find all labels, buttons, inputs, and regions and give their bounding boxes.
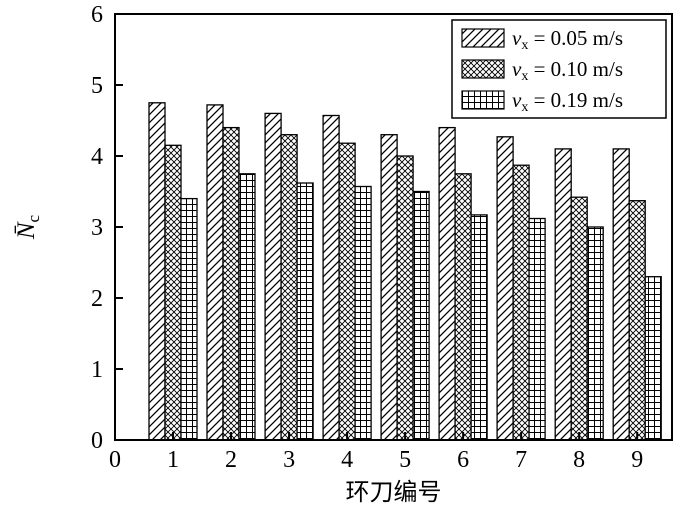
bar <box>206 104 224 441</box>
bar <box>412 190 430 441</box>
legend-label: vx = 0.05 m/s <box>512 26 623 53</box>
bar <box>148 102 166 441</box>
bar <box>586 226 604 441</box>
bars-group <box>148 102 662 441</box>
bar <box>496 136 514 441</box>
bar <box>164 144 182 441</box>
x-tick-label: 9 <box>631 447 643 473</box>
x-tick-label: 2 <box>225 447 237 473</box>
y-axis-label: N̄c <box>13 214 43 240</box>
legend-label: vx = 0.10 m/s <box>512 57 623 84</box>
y-tick-label: 1 <box>91 357 103 383</box>
bar <box>570 196 588 441</box>
bar <box>280 134 298 441</box>
legend-swatch <box>461 90 505 110</box>
bar <box>628 200 646 441</box>
bar <box>512 164 530 441</box>
y-tick-label: 0 <box>91 428 103 454</box>
bar <box>554 148 572 441</box>
legend-swatch <box>461 28 505 48</box>
bar <box>264 112 282 441</box>
bar <box>396 155 414 441</box>
bar <box>380 134 398 441</box>
bar <box>338 142 356 441</box>
x-tick-label: 8 <box>573 447 585 473</box>
bar <box>612 148 630 441</box>
legend: vx = 0.05 m/s vx = 0.10 m/s vx = 0.19 m/s <box>451 19 667 119</box>
y-tick-label: 4 <box>91 144 103 170</box>
bar <box>454 173 472 441</box>
bar <box>470 214 488 441</box>
bar <box>222 126 240 441</box>
y-tick-label: 3 <box>91 215 103 241</box>
x-tick-label: 3 <box>283 447 295 473</box>
bar <box>644 276 662 441</box>
bar <box>180 197 198 441</box>
legend-swatch <box>461 59 505 79</box>
axis-ticks: 0 1 2 3 4 5 6 7 8 9 0 1 2 3 4 5 6 <box>91 2 643 473</box>
y-tick-label: 2 <box>91 286 103 312</box>
x-axis-label: 环刀编号 <box>346 479 442 506</box>
x-tick-label: 0 <box>109 447 121 473</box>
x-tick-label: 7 <box>515 447 527 473</box>
x-tick-label: 4 <box>341 447 353 473</box>
y-tick-label: 5 <box>91 73 103 99</box>
bar <box>354 185 372 441</box>
bar <box>528 217 546 441</box>
x-tick-label: 5 <box>399 447 411 473</box>
bar <box>296 182 314 441</box>
bar <box>238 173 256 441</box>
bar <box>322 114 340 441</box>
x-tick-label: 1 <box>167 447 179 473</box>
x-tick-label: 6 <box>457 447 469 473</box>
legend-label: vx = 0.19 m/s <box>512 88 623 115</box>
y-tick-label: 6 <box>91 2 103 28</box>
bar <box>438 126 456 441</box>
